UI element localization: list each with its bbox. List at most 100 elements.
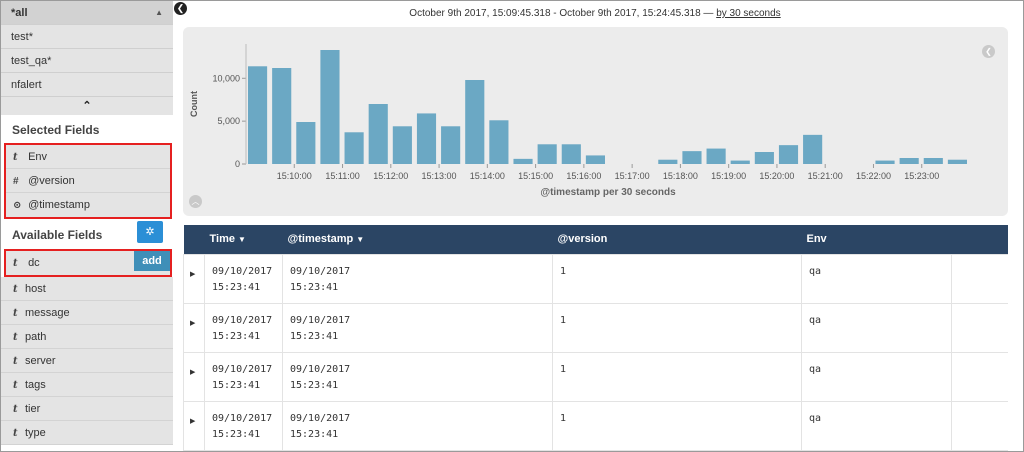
histogram-bar xyxy=(320,50,340,164)
cell-date: 09/10/2017 xyxy=(290,412,351,424)
selected-field-timestamp[interactable]: ⊙ @timestamp xyxy=(6,193,170,217)
column-header-version[interactable]: @version xyxy=(553,225,802,254)
string-type-icon: t xyxy=(13,356,18,367)
table-row[interactable]: ▶ 09/10/2017 15:23:41 09/10/2017 15:23:41 … xyxy=(183,253,1008,304)
available-fields-header: Available Fields ✲ xyxy=(1,219,173,249)
chevron-up-icon[interactable]: ︿ xyxy=(189,195,202,208)
cell-version: 1 xyxy=(552,302,802,353)
histogram-bar xyxy=(754,152,774,164)
cell-spacer xyxy=(951,400,1008,451)
index-pattern-label: nfalert xyxy=(11,79,42,91)
sidebar: *all ▲ test* test_qa* nfalert ⌃ Selected… xyxy=(1,1,173,451)
index-pattern-test[interactable]: test* xyxy=(1,25,173,49)
sort-caret-icon[interactable]: ▼ xyxy=(356,235,365,245)
expand-row-icon[interactable]: ▶ xyxy=(183,351,205,402)
selected-field-version[interactable]: # @version xyxy=(6,169,170,193)
cell-version: 1 xyxy=(552,400,802,451)
cell-time: 09/10/2017 15:23:41 xyxy=(204,351,283,402)
cell-clock: 15:23:41 xyxy=(290,428,339,440)
collapse-indices-button[interactable]: ⌃ xyxy=(1,97,173,115)
index-pattern-all[interactable]: *all ▲ xyxy=(1,1,173,25)
cell-date: 09/10/2017 xyxy=(290,314,351,326)
available-field-tier[interactable]: t tier xyxy=(1,397,173,421)
sort-caret-icon[interactable]: ▼ xyxy=(237,235,246,245)
string-type-icon: t xyxy=(13,152,18,163)
index-pattern-test-qa[interactable]: test_qa* xyxy=(1,49,173,73)
histogram-bar xyxy=(730,160,750,164)
y-tick-label: 5,000 xyxy=(217,116,240,126)
field-name: tags xyxy=(25,379,46,391)
chevron-up-icon: ⌃ xyxy=(82,100,92,112)
y-tick-label: 0 xyxy=(235,159,240,169)
histogram-chart[interactable]: 0 5,000 10,000 Count 15:10:00 15:11:00 15:12:0… xyxy=(183,27,1008,216)
available-field-message[interactable]: t message xyxy=(1,301,173,325)
column-label: Env xyxy=(806,233,827,246)
cell-clock: 15:23:41 xyxy=(290,281,339,293)
expand-row-icon[interactable]: ▶ xyxy=(183,302,205,353)
cell-spacer xyxy=(951,253,1008,304)
histogram-bar xyxy=(778,145,799,164)
header-spacer xyxy=(952,225,1009,254)
table-row[interactable]: ▶ 09/10/2017 15:23:41 09/10/2017 15:23:41 … xyxy=(183,302,1008,353)
selected-field-env[interactable]: t Env xyxy=(6,145,170,169)
string-type-icon: t xyxy=(13,308,18,319)
x-tick-label: 15:13:00 xyxy=(422,171,457,181)
cell-clock: 15:23:41 xyxy=(212,379,261,391)
chevron-left-icon[interactable]: ❮ xyxy=(982,45,995,58)
histogram-bar xyxy=(803,134,823,164)
histogram-bar xyxy=(561,144,581,164)
column-header-env[interactable]: Env xyxy=(802,225,952,254)
add-field-button[interactable]: add xyxy=(134,251,170,271)
field-name: dc xyxy=(28,257,40,269)
x-tick-label: 15:19:00 xyxy=(711,171,746,181)
x-tick-label: 15:16:00 xyxy=(566,171,601,181)
collapse-sidebar-icon[interactable]: ❮ xyxy=(174,2,187,15)
cell-clock: 15:23:41 xyxy=(290,379,339,391)
caret-up-icon[interactable]: ▲ xyxy=(155,8,163,17)
index-pattern-nfalert[interactable]: nfalert xyxy=(1,73,173,97)
column-header-time[interactable]: Time ▼ xyxy=(205,225,283,254)
x-tick-label: 15:22:00 xyxy=(856,171,891,181)
table-row[interactable]: ▶ 09/10/2017 15:23:41 09/10/2017 15:23:41 … xyxy=(183,351,1008,402)
available-field-path[interactable]: t path xyxy=(1,325,173,349)
header-expand xyxy=(184,225,205,254)
histogram-bar xyxy=(513,158,533,164)
x-tick-label: 15:14:00 xyxy=(470,171,505,181)
histogram-bar xyxy=(658,159,678,164)
cell-timestamp: 09/10/2017 15:23:41 xyxy=(282,400,553,451)
field-settings-button[interactable]: ✲ xyxy=(137,221,163,243)
histogram-bar xyxy=(296,122,316,164)
cell-env: qa xyxy=(801,351,952,402)
available-field-type[interactable]: t type xyxy=(1,421,173,445)
documents-table: Time ▼ @timestamp ▼ @version Env ▶ 09/10/2… xyxy=(183,225,1008,452)
available-field-server[interactable]: t server xyxy=(1,349,173,373)
cell-date: 09/10/2017 xyxy=(212,412,273,424)
available-field-tags[interactable]: t tags xyxy=(1,373,173,397)
x-tick-label: 15:21:00 xyxy=(808,171,843,181)
cell-timestamp: 09/10/2017 15:23:41 xyxy=(282,351,553,402)
cell-date: 09/10/2017 xyxy=(212,265,273,277)
histogram-bar xyxy=(899,158,919,164)
field-name: path xyxy=(25,331,47,343)
histogram-bar xyxy=(392,126,412,164)
column-header-timestamp[interactable]: @timestamp ▼ xyxy=(283,225,553,254)
available-field-host[interactable]: t host xyxy=(1,277,173,301)
x-tick-label: 15:15:00 xyxy=(518,171,553,181)
interval-link[interactable]: by 30 seconds xyxy=(716,8,781,19)
column-label: @timestamp xyxy=(287,233,354,246)
index-pattern-label: *all xyxy=(11,7,28,19)
available-fields-title: Available Fields xyxy=(12,228,103,242)
column-label: @version xyxy=(557,233,608,246)
cell-date: 09/10/2017 xyxy=(212,363,273,375)
expand-row-icon[interactable]: ▶ xyxy=(183,400,205,451)
column-label: Time xyxy=(209,233,235,246)
histogram-bar xyxy=(248,66,268,164)
histogram-bar xyxy=(923,158,943,164)
cell-time: 09/10/2017 15:23:41 xyxy=(204,302,283,353)
x-tick-label: 15:12:00 xyxy=(373,171,408,181)
x-axis-label: @timestamp per 30 seconds xyxy=(540,187,676,198)
cell-spacer xyxy=(951,302,1008,353)
expand-row-icon[interactable]: ▶ xyxy=(183,253,205,304)
y-axis-label: Count xyxy=(189,91,199,117)
table-row[interactable]: ▶ 09/10/2017 15:23:41 09/10/2017 15:23:41 … xyxy=(183,400,1008,451)
